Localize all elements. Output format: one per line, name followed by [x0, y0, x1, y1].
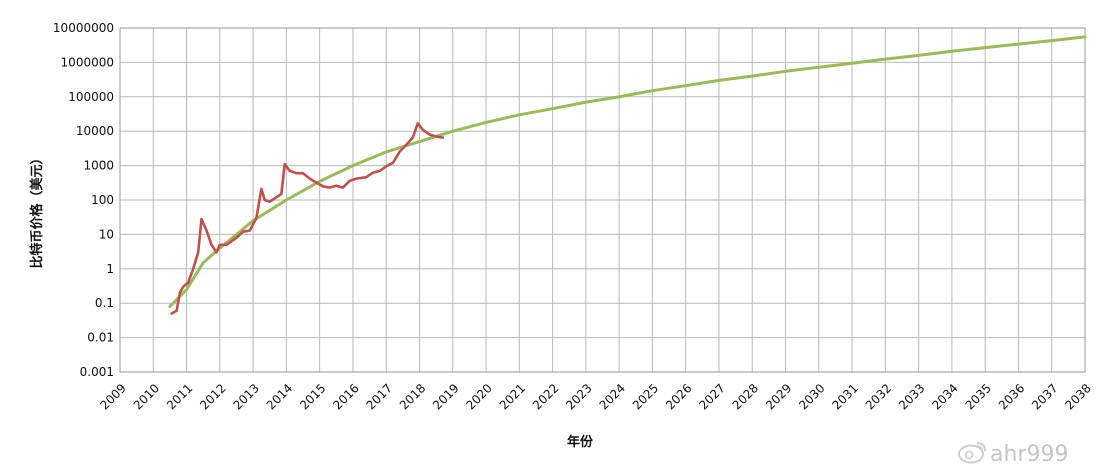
- y-axis-ticks: 10000000 1000000 100000 10000 1000 100 10 1 0.1 0…: [53, 21, 114, 379]
- grid-lines: [119, 27, 1086, 373]
- watermark-text: ahr999: [990, 442, 1068, 464]
- y-tick-label: 10: [99, 227, 114, 241]
- x-axis-title: 年份: [567, 434, 594, 450]
- y-tick-label: 100000: [68, 90, 114, 104]
- plot-area-border: [119, 27, 1086, 373]
- y-tick-label: 1000: [83, 159, 114, 173]
- historical-price-line: [170, 122, 445, 315]
- y-axis-title: 比特币价格（美元）: [29, 151, 45, 268]
- series-layer: [168, 35, 1087, 315]
- y-tick-label: 10000000: [53, 21, 114, 35]
- y-tick-label: 10000: [76, 124, 114, 138]
- y-tick-label: 0.01: [87, 331, 114, 345]
- y-tick-label: 0.001: [80, 365, 114, 379]
- trend-line: [168, 35, 1087, 308]
- y-tick-label: 1: [106, 262, 114, 276]
- weibo-icon: [958, 442, 986, 464]
- y-tick-label: 1000000: [61, 55, 114, 69]
- y-tick-label: 0.1: [95, 296, 114, 310]
- watermark: ahr999: [958, 442, 1068, 467]
- y-tick-label: 100: [91, 193, 114, 207]
